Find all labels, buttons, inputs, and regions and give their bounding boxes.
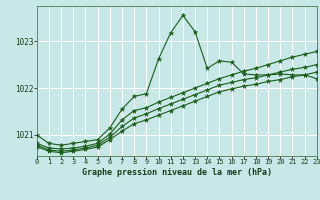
X-axis label: Graphe pression niveau de la mer (hPa): Graphe pression niveau de la mer (hPa) [82,168,272,177]
